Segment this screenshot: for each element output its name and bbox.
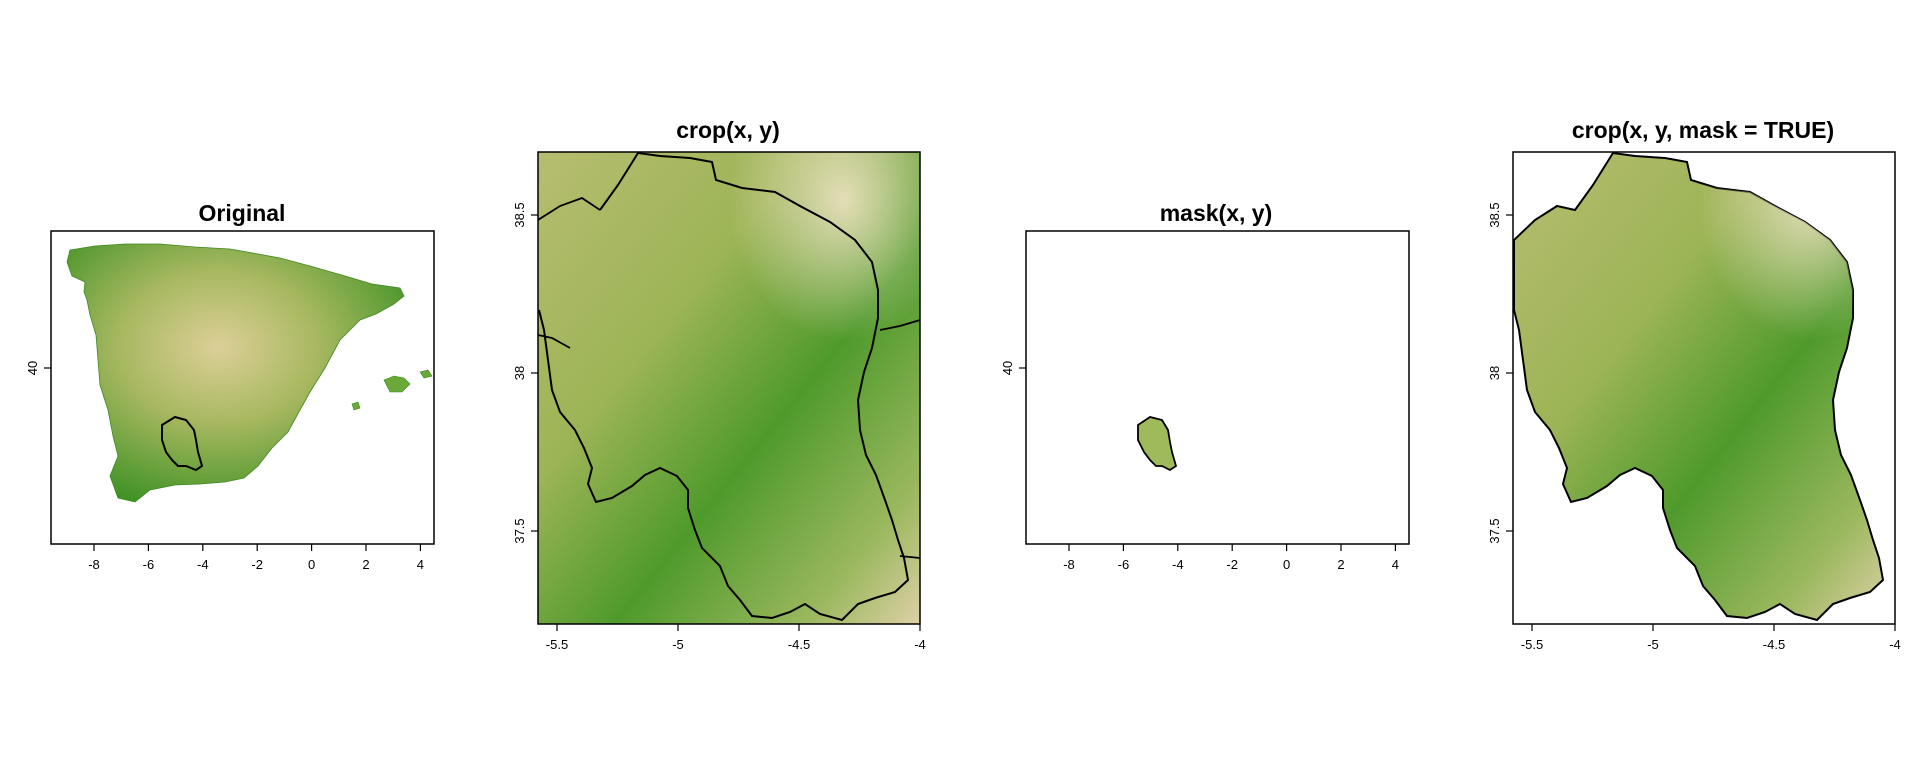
balearic-islands [351, 369, 433, 411]
x-tick-label: -4.5 [788, 637, 810, 652]
x-axis: -8 -6 -4 -2 0 2 4 [1063, 544, 1399, 572]
x-tick-label: -5.5 [546, 637, 568, 652]
neighbor-boundary [899, 555, 920, 559]
x-tick-label: -4.5 [1763, 637, 1785, 652]
y-tick-label: 38 [512, 366, 527, 380]
plot-frame [50, 230, 435, 545]
masked-raster [1137, 416, 1178, 472]
x-axis: -8 -6 -4 -2 0 2 4 [88, 544, 424, 572]
y-tick-label: 37.5 [1487, 518, 1502, 543]
x-tick-label: 0 [1283, 557, 1290, 572]
neighbor-boundary [879, 319, 920, 331]
x-tick-label: -4 [1172, 557, 1184, 572]
x-tick-label: -6 [143, 557, 155, 572]
panel-title: Original [199, 200, 286, 226]
y-axis: 38.5 38 37.5 [1487, 202, 1513, 544]
y-tick-label: 38 [1487, 366, 1502, 380]
x-tick-label: 4 [1392, 557, 1399, 572]
y-tick-label: 37.5 [512, 518, 527, 543]
panel-title: crop(x, y, mask = TRUE) [1572, 117, 1834, 143]
x-tick-label: -4 [914, 637, 926, 652]
x-tick-label: -8 [1063, 557, 1075, 572]
panel-crop: crop(x, y) -5.5 -5 -4.5 -4 38.5 38 37.5 [512, 117, 926, 652]
x-axis: -5.5 -5 -4.5 -4 [546, 624, 926, 652]
panel-title: mask(x, y) [1160, 200, 1273, 226]
y-tick-label: 38.5 [512, 202, 527, 227]
x-tick-label: -8 [88, 557, 100, 572]
panel-crop-mask: crop(x, y, mask = TRUE) -5.5 -5 -4.5 -4 38.… [1487, 117, 1901, 652]
x-tick-label: -5.5 [1521, 637, 1543, 652]
y-axis: 38.5 38 37.5 [512, 202, 538, 544]
highlands-shading [538, 152, 920, 624]
x-tick-label: 2 [1337, 557, 1344, 572]
x-tick-label: -6 [1118, 557, 1130, 572]
cropped-masked-raster-highlight [1514, 153, 1883, 620]
y-axis: 40 [25, 361, 51, 375]
x-tick-label: -2 [1226, 557, 1238, 572]
y-tick-label: 40 [1000, 361, 1015, 375]
panel-original: Original -8 -6 -4 -2 0 2 4 40 [25, 200, 435, 572]
y-tick-label: 40 [25, 361, 40, 375]
x-axis: -5.5 -5 -4.5 -4 [1521, 624, 1901, 652]
cordoba-boundary [161, 415, 204, 472]
x-tick-label: 2 [362, 557, 369, 572]
y-tick-label: 38.5 [1487, 202, 1502, 227]
x-tick-label: 4 [417, 557, 424, 572]
cordoba-boundary [538, 152, 910, 622]
x-tick-label: -2 [251, 557, 263, 572]
panel-title: crop(x, y) [676, 117, 780, 143]
x-tick-label: -5 [1647, 637, 1659, 652]
plot-frame [1512, 151, 1896, 625]
x-tick-label: -4 [197, 557, 209, 572]
x-tick-label: -5 [672, 637, 684, 652]
y-axis: 40 [1000, 361, 1026, 375]
neighbor-boundary [538, 334, 571, 349]
plot-frame [537, 151, 921, 625]
panel-mask: mask(x, y) -8 -6 -4 -2 0 2 4 40 [1000, 200, 1410, 572]
x-tick-label: 0 [308, 557, 315, 572]
spain-raster [66, 243, 405, 503]
neighbor-boundary [538, 196, 601, 221]
plot-frame [1025, 230, 1410, 545]
x-tick-label: -4 [1889, 637, 1901, 652]
